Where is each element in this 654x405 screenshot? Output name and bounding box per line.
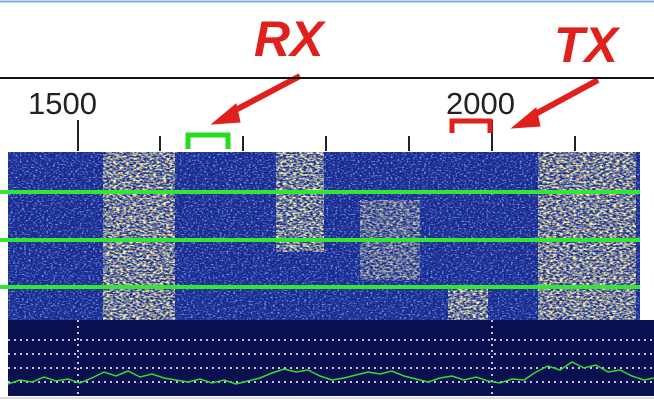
signal-band <box>448 285 488 320</box>
scale-label: 1500 <box>28 86 97 121</box>
waterfall-screenshot: RX TX 1500 2000 <box>0 0 654 405</box>
signal-peaks <box>538 152 636 320</box>
rx-arrowhead <box>212 104 240 124</box>
tx-bracket <box>452 121 490 133</box>
rx-annotation: RX <box>254 11 326 67</box>
scale-ticks <box>78 120 575 151</box>
spectrum-panel <box>8 320 654 396</box>
rx-bracket <box>188 135 228 149</box>
signal-band <box>276 152 324 252</box>
signal-peaks <box>103 152 175 320</box>
arrows <box>212 76 598 128</box>
scale-label: 2000 <box>446 86 515 121</box>
tx-arrowhead <box>512 108 540 128</box>
tx-annotation: TX <box>554 17 621 73</box>
rx-arrow <box>228 76 300 114</box>
tx-arrow <box>528 80 598 118</box>
